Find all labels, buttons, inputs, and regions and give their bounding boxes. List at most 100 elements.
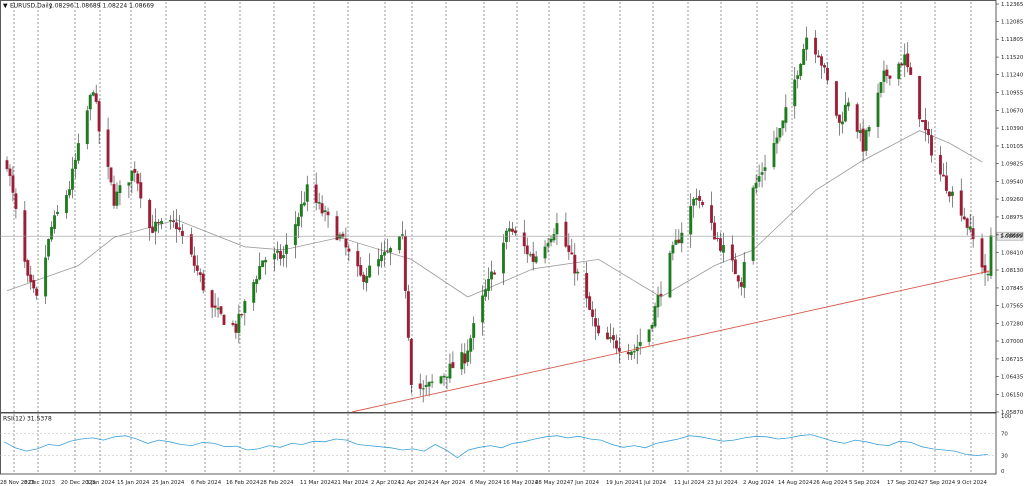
- candle-body: [632, 351, 636, 353]
- y-tick-label: 1.12085: [1001, 20, 1023, 26]
- x-tick-label: 25 Jan 2024: [152, 480, 185, 486]
- candle-body: [513, 230, 517, 234]
- y-tick-label: 1.11805: [1001, 37, 1023, 43]
- candle-body: [296, 217, 300, 227]
- x-tick-label: 14 Aug 2024: [778, 480, 813, 486]
- candle-body: [721, 245, 725, 253]
- candle-body: [127, 182, 131, 186]
- candle-body: [614, 340, 618, 349]
- y-tick-label: 1.05870: [1001, 410, 1024, 416]
- moving-average-line: [6, 130, 983, 298]
- candle-body: [264, 259, 268, 263]
- candle-body: [302, 202, 306, 206]
- y-tick-label: 1.12365: [1001, 2, 1023, 8]
- candle-body: [695, 197, 699, 200]
- x-tick-label: 6 Feb 2024: [191, 480, 222, 486]
- candle-body: [76, 143, 80, 161]
- candle-body: [466, 350, 470, 362]
- last-price-label: 1.08669: [1000, 234, 1023, 240]
- candle-body: [938, 154, 942, 175]
- x-tick-label: 2 Aug 2024: [743, 480, 775, 486]
- y-tick-label: 1.10105: [1001, 144, 1023, 150]
- candle-body: [629, 351, 633, 356]
- candle-body: [65, 195, 68, 214]
- candle-body: [472, 323, 476, 338]
- candle-body: [713, 222, 716, 240]
- candle-body: [609, 336, 612, 339]
- x-tick-label: 6 May 2024: [470, 480, 502, 486]
- candle-body: [463, 353, 467, 364]
- chart-header: ▼ EURUSD,Daily 1.08296 1.08689 1.08224 1…: [3, 3, 154, 423]
- x-tick-label: 17 Sep 2024: [887, 480, 922, 486]
- candle-body: [67, 189, 71, 196]
- candle-body: [418, 383, 422, 389]
- candle-body: [522, 232, 526, 247]
- candle-body: [573, 254, 577, 274]
- rsi-panel: 100 70 30 0: [0, 414, 1012, 475]
- y-tick-label: 1.07565: [1001, 304, 1023, 310]
- candle-body: [344, 238, 348, 248]
- candle-body: [88, 94, 92, 110]
- candle-body: [525, 245, 529, 255]
- candle-body: [177, 227, 181, 230]
- last-price-tag: [996, 231, 1024, 241]
- candle-body: [189, 234, 193, 255]
- rsi-title: RSI(12) 31.5378: [3, 416, 52, 423]
- candle-body: [882, 70, 886, 82]
- date-gridlines: [13, 2, 972, 474]
- candle-body: [180, 230, 184, 237]
- candle-body: [921, 120, 925, 123]
- candle-body: [237, 313, 241, 334]
- candle-body: [906, 53, 910, 68]
- candle-body: [820, 56, 823, 66]
- moving-average-layer: [6, 130, 983, 298]
- candle-body: [585, 273, 589, 299]
- candle-body: [14, 193, 18, 209]
- x-tick-label: 9 Oct 2024: [957, 480, 987, 486]
- candle-body: [826, 68, 829, 81]
- y-tick-label: 1.07845: [1001, 286, 1023, 292]
- rsi-tick-label: 30: [1001, 454, 1008, 460]
- candle-body: [53, 215, 57, 229]
- candle-body: [487, 278, 491, 291]
- candle-body: [885, 69, 889, 77]
- candle-body: [326, 211, 330, 216]
- candle-body: [174, 222, 178, 230]
- candle-body: [32, 280, 36, 289]
- candle-body: [757, 176, 761, 182]
- candle-body: [986, 274, 990, 276]
- price-panel-border: [0, 0, 997, 413]
- candle-body: [564, 221, 568, 247]
- candle-body: [112, 183, 116, 206]
- candle-body: [501, 242, 505, 274]
- candle-body: [409, 339, 413, 386]
- candle-body: [742, 261, 746, 288]
- candle-body: [469, 338, 473, 352]
- candle-body: [677, 239, 681, 243]
- candle-body: [924, 119, 928, 131]
- candle-body: [570, 252, 574, 255]
- candle-body: [8, 168, 12, 177]
- candle-body: [148, 199, 152, 229]
- y-tick-label: 1.10955: [1001, 91, 1023, 97]
- candle-body: [255, 279, 259, 285]
- x-tick-label: 11 Mar 2024: [300, 480, 335, 486]
- candle-body: [680, 232, 684, 244]
- x-tick-label: 11 Jul 2024: [674, 480, 705, 486]
- x-tick-label: 3 Jan 2024: [86, 480, 115, 486]
- symbol-dropdown-icon[interactable]: ▼: [3, 3, 8, 10]
- candle-body: [719, 238, 722, 251]
- candle-body: [626, 352, 630, 355]
- candle-body: [154, 221, 158, 232]
- candle-body: [534, 256, 538, 263]
- candle-body: [29, 274, 33, 282]
- candle-body: [802, 48, 806, 65]
- candle-body: [799, 63, 803, 76]
- candle-body: [846, 102, 850, 107]
- candle-body: [927, 128, 930, 136]
- candle-body: [56, 211, 59, 215]
- candle-body: [451, 362, 455, 369]
- candle-body: [855, 104, 859, 132]
- candle-body: [91, 92, 95, 96]
